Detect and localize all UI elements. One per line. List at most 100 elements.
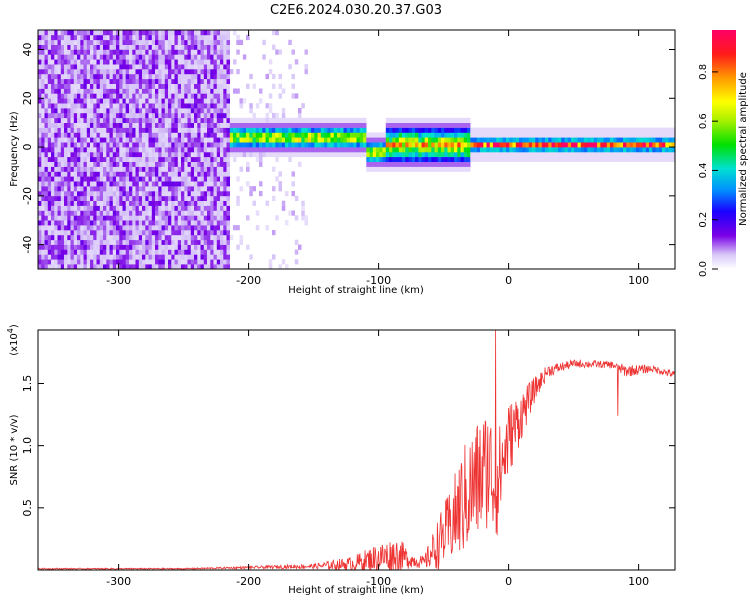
heatmap-cell [200,34,204,41]
heatmap-cell [151,210,156,216]
heatmap-cell [54,78,58,84]
heatmap-cell [603,151,607,158]
heatmap-cell [106,93,110,99]
heatmap-cell [67,156,71,162]
heatmap-cell [155,49,159,55]
heatmap-cell [437,166,442,172]
heatmap-cell [457,166,461,172]
heatmap-cell [161,59,165,65]
heatmap-cell [158,176,162,182]
heatmap-cell [119,234,123,241]
heatmap-cell [226,244,230,250]
heatmap-cell [337,151,341,158]
heatmap-cell [340,142,344,148]
heatmap-cell [70,210,74,216]
heatmap-cell [593,142,598,148]
heatmap-cell [580,142,585,148]
heatmap-cell [164,103,169,109]
heatmap-cell [80,249,84,255]
heatmap-cell [437,151,442,158]
heatmap-cell [44,39,48,45]
heatmap-cell [190,39,195,45]
heatmap-cell [220,73,224,80]
heatmap-cell [135,230,139,236]
heatmap-cell [262,117,266,123]
heatmap-cell [223,73,227,80]
heatmap-cell [86,69,91,75]
heatmap-cell [408,132,412,138]
heatmap-cell [142,117,146,123]
heatmap-cell [346,132,351,138]
heatmap-cell [116,186,120,192]
heatmap-cell [145,166,149,172]
heatmap-cell [220,112,224,119]
heatmap-cell [99,254,104,260]
heatmap-cell [382,147,386,153]
heatmap-cell [268,151,273,158]
heatmap-cell [125,200,130,206]
heatmap-cell [54,151,58,158]
heatmap-cell [54,30,58,36]
heatmap-cell [233,156,237,162]
heatmap-cell [60,73,65,80]
heatmap-cell [135,30,139,36]
heatmap-cell [116,264,120,270]
heatmap-cell [64,122,68,128]
heatmap-cell [275,151,279,158]
heatmap-cell [265,151,269,158]
heatmap-cell [567,132,572,138]
heatmap-cell [447,132,451,138]
heatmap-cell [467,147,471,153]
heatmap-cell [70,186,74,192]
heatmap-cell [668,151,672,158]
heatmap-cell [164,259,169,265]
heatmap-cell [73,93,78,99]
heatmap-cell [132,30,136,36]
heatmap-cell [116,195,120,201]
heatmap-cell [210,98,214,104]
heatmap-cell [64,73,68,80]
heatmap-cell [93,64,97,70]
heatmap-cell [119,83,123,89]
heatmap-cell [571,132,575,138]
heatmap-cell [155,259,159,265]
heatmap-cell [528,142,533,148]
heatmap-cell [99,64,104,70]
heatmap-cell [129,254,133,260]
heatmap-cell [184,200,188,206]
heatmap-cell [619,127,624,133]
heatmap-cell [213,127,218,133]
heatmap-cell [90,234,94,241]
heatmap-cell [278,181,282,187]
heatmap-cell [463,142,468,148]
heatmap-cell [190,103,195,109]
heatmap-cell [187,200,191,206]
heatmap-cell [314,127,318,133]
heatmap-cell [73,49,78,55]
heatmap-cell [532,156,536,162]
heatmap-cell [369,151,373,158]
heatmap-cell [112,108,117,114]
heatmap-cell [418,142,422,148]
heatmap-cell [129,142,133,148]
heatmap-cell [236,132,240,138]
heatmap-cell [177,44,182,50]
heatmap-cell [197,137,201,143]
heatmap-cell [434,122,438,128]
snr-scale-prefix: (x10 [9,333,20,356]
heatmap-cell [220,225,224,231]
heatmap-cell [356,142,360,148]
heatmap-cell [122,215,126,221]
heatmap-cell [51,69,55,75]
heatmap-cell [109,195,113,201]
heatmap-cell [525,147,529,153]
heatmap-cell [389,137,393,143]
heatmap-cell [67,83,71,89]
heatmap-cell [177,225,182,231]
heatmap-cell [171,78,175,84]
heatmap-cell [606,137,611,143]
heatmap-cell [168,156,172,162]
heatmap-cell [57,147,61,153]
heatmap-cell [122,59,126,65]
heatmap-cell [96,186,100,192]
